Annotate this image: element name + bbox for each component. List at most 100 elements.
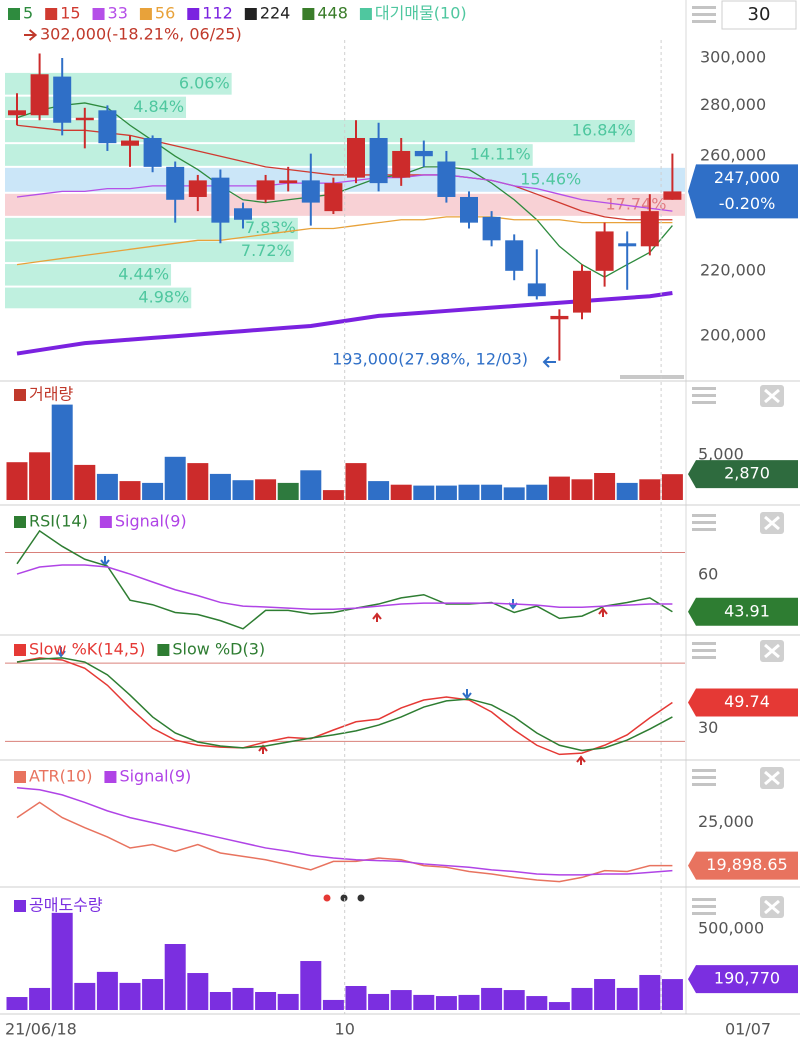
- volume-profile-bar: [5, 119, 635, 143]
- candle-body: [279, 180, 298, 184]
- bar: [322, 999, 344, 1010]
- candle-body: [53, 76, 72, 123]
- bar: [29, 987, 51, 1010]
- panel-menu[interactable]: [692, 769, 716, 786]
- candle-body: [166, 166, 185, 200]
- bar: [616, 987, 638, 1010]
- candle-body: [234, 208, 252, 220]
- volume-profile-bar: [5, 217, 298, 240]
- buy-arrow: [598, 607, 608, 617]
- candle-body: [347, 137, 365, 178]
- bar: [639, 479, 661, 500]
- bar: [119, 982, 141, 1010]
- legend-swatch: [14, 900, 26, 912]
- scroll-bar[interactable]: [620, 375, 684, 379]
- panel-close[interactable]: [760, 385, 784, 407]
- bar: [209, 473, 231, 500]
- y-tick-label: 500,000: [698, 918, 764, 937]
- menu-line: [692, 521, 716, 524]
- panel-close[interactable]: [760, 512, 784, 534]
- legend-swatch: [92, 8, 105, 20]
- current-value-box: [688, 688, 798, 717]
- legend-label: 112: [202, 4, 233, 23]
- buy-arrow: [372, 612, 382, 622]
- panel-menu[interactable]: [692, 642, 716, 659]
- menu-line: [692, 642, 716, 645]
- legend-swatch: [139, 8, 152, 20]
- candle-body: [369, 137, 388, 184]
- current-value-box: [688, 460, 798, 489]
- bar: [390, 990, 412, 1010]
- bar: [277, 482, 299, 500]
- legend-swatch: [302, 8, 315, 20]
- y-tick-label: 280,000: [700, 95, 766, 114]
- x-tick-label: 01/07: [725, 1020, 771, 1039]
- candle-body: [640, 211, 659, 247]
- moving-average-line: [16, 291, 673, 356]
- y-tick-label: 200,000: [700, 326, 766, 345]
- menu-line: [692, 649, 716, 652]
- current-value-box: [688, 965, 798, 994]
- bar: [345, 986, 367, 1010]
- bar: [390, 484, 412, 500]
- panel-close[interactable]: [760, 640, 784, 662]
- candle-body: [211, 177, 230, 223]
- volume-profile-label: 7.72%: [241, 241, 292, 260]
- menu-line: [692, 387, 716, 390]
- annotation-arrow: [542, 356, 556, 368]
- volume-profile-label: 4.98%: [138, 287, 189, 306]
- candle-body: [663, 191, 682, 200]
- page-dot[interactable]: [323, 894, 331, 902]
- legend-label: Slow %D(3): [172, 640, 265, 659]
- bar: [481, 484, 503, 500]
- bar: [164, 456, 186, 500]
- panel-close[interactable]: [760, 767, 784, 789]
- bar: [661, 979, 683, 1010]
- candle-body: [482, 216, 501, 241]
- menu-line: [692, 394, 716, 397]
- menu-line: [692, 905, 716, 908]
- panel-close[interactable]: [760, 896, 784, 918]
- bar: [661, 474, 683, 500]
- legend-swatch: [359, 8, 372, 20]
- menu-line: [692, 783, 716, 786]
- candle-body: [324, 183, 343, 212]
- x-tick-label: 10: [335, 1020, 355, 1039]
- period-input[interactable]: [721, 0, 797, 30]
- volume-profile-bar: [5, 264, 172, 286]
- page-dot[interactable]: [340, 894, 348, 902]
- current-value-label: 190,770: [714, 969, 780, 988]
- current-value-label: 2,870: [724, 464, 770, 483]
- bar: [458, 994, 480, 1010]
- bar: [232, 987, 254, 1010]
- page-dot[interactable]: [357, 894, 365, 902]
- bar: [142, 482, 164, 500]
- menu-line: [692, 20, 716, 23]
- current-value-box: [688, 851, 798, 880]
- y-tick-label: 5,000: [698, 445, 744, 464]
- legend-swatch: [187, 8, 200, 20]
- legend-label: Slow %K(14,5): [29, 640, 145, 659]
- menu-line: [692, 401, 716, 404]
- panel-menu[interactable]: [692, 514, 716, 531]
- bar: [51, 912, 73, 1010]
- close-x: [764, 770, 780, 786]
- bar: [277, 993, 299, 1010]
- volume-profile-label: 15.46%: [520, 169, 581, 188]
- volume-profile-bar: [5, 287, 192, 309]
- bar: [255, 479, 277, 500]
- legend-swatch: [104, 771, 117, 783]
- indicator-line: [16, 564, 673, 611]
- bar: [142, 979, 164, 1010]
- candle-body: [301, 180, 320, 203]
- volume-profile-label: 16.84%: [572, 121, 633, 140]
- panel-menu[interactable]: [692, 898, 716, 915]
- bar: [413, 485, 435, 500]
- panel-menu[interactable]: [692, 387, 716, 404]
- candle-body: [460, 196, 478, 223]
- current-value-box: [688, 164, 798, 219]
- legend-label: 5: [23, 4, 33, 23]
- bar: [616, 482, 638, 500]
- menu-button[interactable]: [692, 6, 716, 23]
